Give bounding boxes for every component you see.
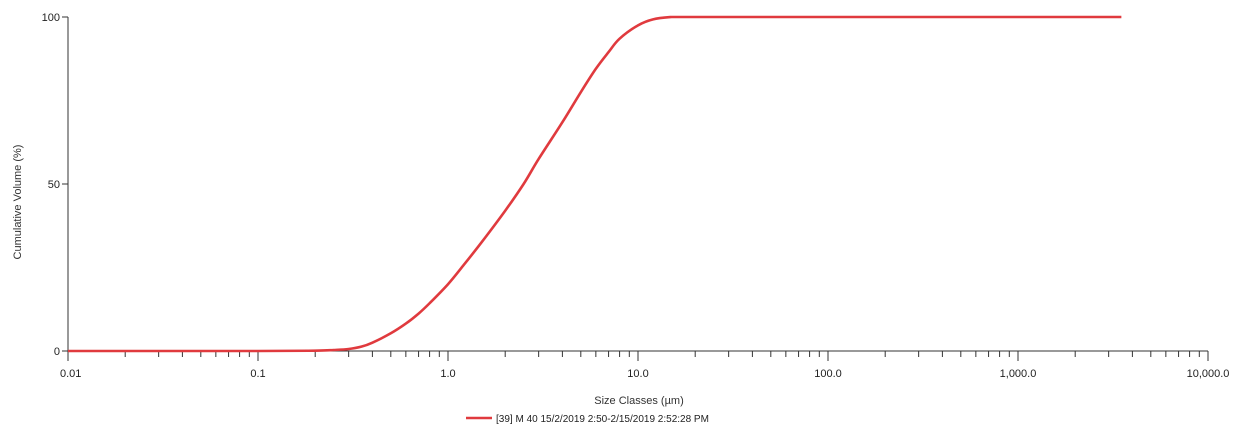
series-group <box>67 15 1122 353</box>
y-axis-title: Cumulative Volume (%) <box>12 145 24 260</box>
y-tick-label: 100 <box>42 12 60 24</box>
x-tick-label: 100.0 <box>814 368 842 380</box>
x-tick-label: 1.0 <box>440 368 455 380</box>
x-tick-label: 0.1 <box>250 368 265 380</box>
x-axis-title: Size Classes (µm) <box>594 395 683 407</box>
y-tick-label: 50 <box>48 179 60 191</box>
x-tick-label: 1,000.0 <box>1000 368 1037 380</box>
x-tick-label: 10,000.0 <box>1187 368 1230 380</box>
y-tick-label: 0 <box>54 346 60 358</box>
legend-label: [39] M 40 15/2/2019 2:50-2/15/2019 2:52:… <box>496 414 709 425</box>
legend[interactable]: [39] M 40 15/2/2019 2:50-2/15/2019 2:52:… <box>466 414 709 425</box>
axes-group <box>67 17 1208 352</box>
x-tick-label: 10.0 <box>627 368 648 380</box>
series-line <box>67 15 1122 353</box>
y-ticks-group: 0 50 100 <box>42 12 68 358</box>
x-tick-label: 0.01 <box>60 368 81 380</box>
x-ticks-group: 0.01 0.1 1.0 10.0 100.0 1,000.0 10,000.0 <box>60 351 1229 380</box>
